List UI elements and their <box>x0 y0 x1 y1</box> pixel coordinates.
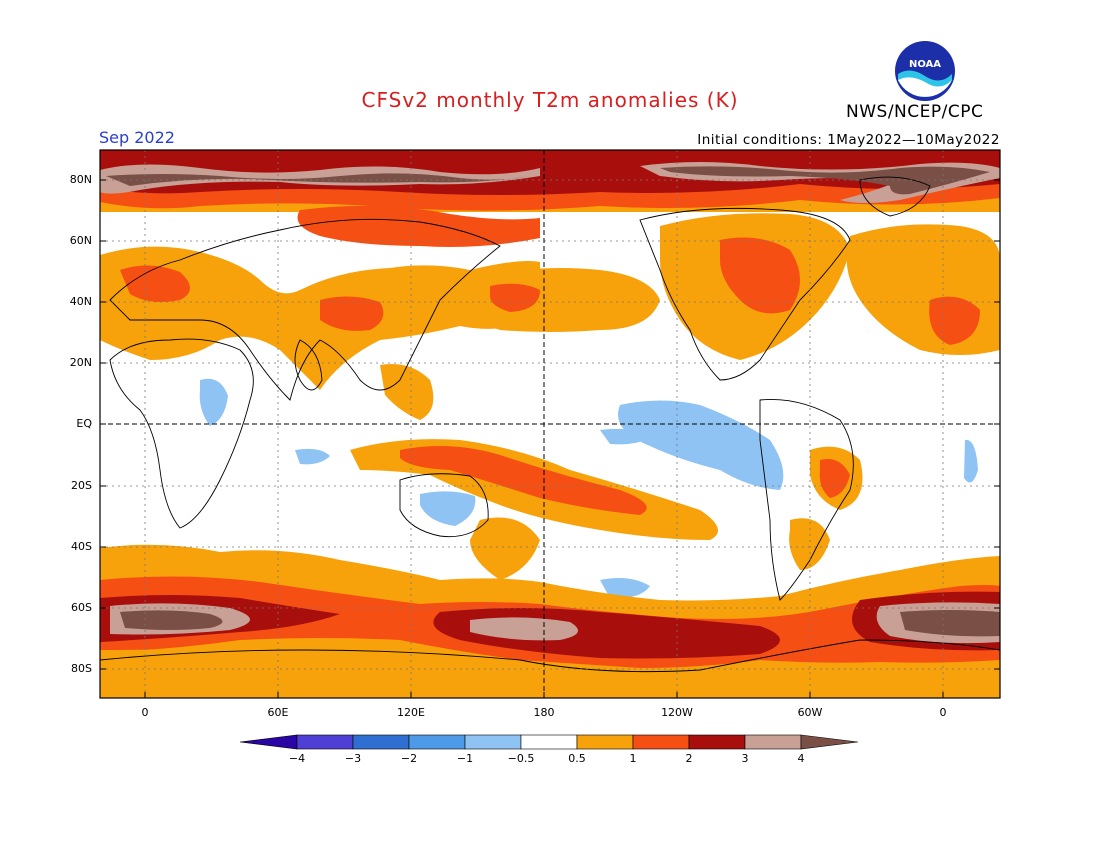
lat-label: EQ <box>76 417 92 430</box>
lat-label: 20S <box>71 479 92 492</box>
anomaly-region <box>660 166 990 195</box>
anomaly-region <box>490 283 540 312</box>
colorbar-label: −0.5 <box>507 752 535 765</box>
lon-label: 60W <box>797 706 823 719</box>
lat-label: 40N <box>69 295 92 308</box>
lat-label: 60S <box>71 601 92 614</box>
anomaly-region <box>964 439 978 483</box>
coastlines <box>100 176 1000 673</box>
anomaly-region <box>929 296 980 345</box>
colorbar-segment <box>632 734 690 750</box>
colorbar-segment <box>800 734 859 750</box>
anomaly-region <box>900 610 1000 637</box>
anomaly-region <box>470 617 578 641</box>
logo-text: NOAA <box>909 59 941 70</box>
lon-label: 120E <box>397 706 425 719</box>
colorbar-label: 4 <box>797 752 805 765</box>
lat-label: 80N <box>69 173 92 186</box>
colorbar-label: 3 <box>741 752 749 765</box>
lat-label: 20N <box>69 356 92 369</box>
anomaly-region <box>470 517 540 580</box>
colorbar-segment <box>239 734 298 750</box>
anomaly-region <box>320 296 384 331</box>
colorbar-segment <box>744 734 802 750</box>
colorbar-label: −1 <box>456 752 474 765</box>
graticule <box>100 150 1000 698</box>
colorbar-label: −3 <box>344 752 362 765</box>
anomaly-region <box>618 400 784 490</box>
noaa-logo-icon: NOAA <box>895 41 955 101</box>
anomaly-region <box>600 428 650 445</box>
agency-label: NWS/NCEP/CPC <box>846 102 984 122</box>
anomaly-region <box>600 578 650 599</box>
anomaly-region <box>420 491 476 526</box>
forecast-month: Sep 2022 <box>99 128 175 147</box>
colorbar-segment <box>408 734 466 750</box>
anomaly-region <box>120 610 223 630</box>
anomaly-region <box>295 448 330 465</box>
anomaly-region <box>819 459 850 498</box>
anomaly-region <box>199 378 228 426</box>
colorbar-segment <box>464 734 522 750</box>
anomaly-region <box>120 265 190 302</box>
colorbar-label: 2 <box>685 752 693 765</box>
lon-label: 0 <box>141 706 149 719</box>
colorbar-label: 1 <box>629 752 637 765</box>
colorbar-label: −4 <box>288 752 306 765</box>
lon-label: 60E <box>267 706 289 719</box>
lon-label: 180 <box>533 706 555 719</box>
colorbar-segment <box>520 734 578 750</box>
lat-label: 40S <box>71 540 92 553</box>
anomaly-region <box>400 446 647 515</box>
lat-label: 60N <box>69 234 92 247</box>
colorbar-segment <box>576 734 634 750</box>
lon-label: 0 <box>939 706 947 719</box>
colorbar-segment <box>296 734 354 750</box>
initial-conditions: Initial conditions: 1May2022—10May2022 <box>697 132 1000 148</box>
axis-ticks <box>100 179 1000 698</box>
colorbar-segment <box>352 734 410 750</box>
colorbar-label: 0.5 <box>568 752 586 765</box>
colorbar-segment <box>688 734 746 750</box>
colorbar-label: −2 <box>400 752 418 765</box>
anomaly-region <box>789 518 830 570</box>
lat-label: 80S <box>71 662 92 675</box>
map-title: CFSv2 monthly T2m anomalies (K) <box>361 88 739 112</box>
anomaly-region <box>380 364 434 420</box>
anomaly-region <box>720 237 800 314</box>
lon-label: 120W <box>661 706 693 719</box>
